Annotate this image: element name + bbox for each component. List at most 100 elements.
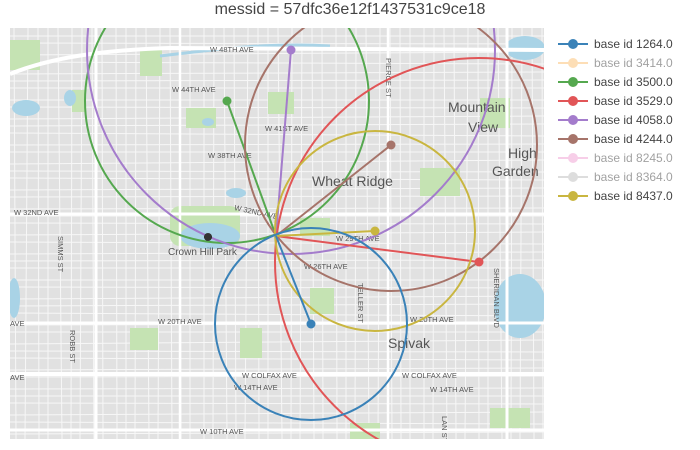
label-garden: Garden: [492, 163, 539, 179]
legend-swatch-icon: [558, 152, 588, 164]
street-line: [389, 28, 393, 439]
street-line: [541, 28, 544, 439]
street-line: [145, 28, 150, 439]
lake: [226, 188, 246, 198]
legend-label: base id 8437.0: [594, 188, 673, 203]
label-w20th-a: W 20TH AVE: [158, 317, 202, 326]
street-line: [10, 387, 544, 390]
park-area: [130, 328, 158, 350]
range-overlays: [84, 28, 544, 439]
legend-dot: [568, 190, 578, 201]
street-line: [101, 28, 104, 439]
street-line: [10, 42, 544, 45]
legend-item[interactable]: base id 4244.0: [558, 129, 698, 148]
legend-swatch-icon: [558, 38, 588, 50]
label-w14th-b: W 14TH AVE: [430, 385, 474, 394]
legend-dot: [568, 57, 578, 68]
marker-3529[interactable]: [474, 257, 484, 267]
label-w14th-a: W 14TH AVE: [234, 383, 278, 392]
marker-3500[interactable]: [222, 96, 232, 106]
place-labels: Wheat Ridge Mountain View High Garden Cr…: [168, 99, 539, 351]
ray-3500: [226, 100, 277, 237]
range-circle-1264: [214, 227, 408, 421]
ray-4244: [275, 144, 392, 237]
legend-item[interactable]: base id 3500.0: [558, 72, 698, 91]
ray-8437: [275, 230, 376, 237]
range-circle-8437: [274, 130, 476, 332]
legend-item[interactable]: base id 1264.0: [558, 34, 698, 53]
street-line: [10, 402, 544, 405]
label-mountain: Mountain: [448, 99, 506, 115]
street-line: [519, 28, 523, 439]
legend-dot: [568, 152, 578, 163]
legend-label: base id 3414.0: [594, 55, 673, 70]
road-w48th: [10, 45, 544, 76]
map-svg[interactable]: W 48TH AVE W 44TH AVE W 41ST AVE W 38TH …: [10, 28, 544, 439]
label-lan: LAN ST: [440, 416, 449, 439]
legend-dot: [568, 171, 578, 182]
range-circle-4244: [244, 28, 538, 292]
legend-label: base id 1264.0: [594, 36, 673, 51]
label-teller: TELLER ST: [356, 283, 365, 323]
legend-item[interactable]: base id 8364.0: [558, 167, 698, 186]
street-line: [477, 28, 480, 439]
street-line: [354, 28, 357, 439]
street-line: [157, 28, 161, 439]
legend-label: base id 8364.0: [594, 169, 673, 184]
legend-dot: [568, 95, 578, 106]
legend-item[interactable]: base id 3414.0: [558, 53, 698, 72]
lake: [64, 90, 76, 106]
label-high: High: [508, 145, 537, 161]
street-line: [365, 28, 370, 439]
legend-item[interactable]: base id 8245.0: [558, 148, 698, 167]
label-wheat-ridge: Wheat Ridge: [312, 173, 393, 189]
street-line: [464, 28, 469, 439]
street-line: [10, 71, 544, 75]
legend-dot: [568, 114, 578, 125]
legend-swatch-icon: [558, 57, 588, 69]
street-line: [57, 28, 63, 439]
street-line: [531, 28, 535, 439]
range-circle-3529: [274, 57, 544, 439]
label-w10th: W 10TH AVE: [200, 427, 244, 436]
label-w20th-b: W 20TH AVE: [410, 315, 454, 324]
legend-label: base id 3529.0: [594, 93, 673, 108]
street-line: [10, 375, 544, 378]
lake: [202, 118, 214, 126]
ray-3529: [275, 235, 480, 263]
legend: base id 1264.0 base id 3414.0 base id 3500…: [558, 34, 698, 205]
ray-1264: [275, 235, 312, 325]
street-line: [443, 28, 448, 439]
marker-8437[interactable]: [370, 226, 380, 236]
legend-swatch-icon: [558, 76, 588, 88]
label-colfax-a: W COLFAX AVE: [242, 371, 297, 380]
street-line: [10, 123, 544, 127]
marker-4058[interactable]: [286, 45, 296, 55]
legend-item[interactable]: base id 4058.0: [558, 110, 698, 129]
street-line: [432, 28, 435, 439]
street-line: [10, 357, 544, 361]
park-area: [268, 92, 294, 114]
range-circle-4058: [86, 28, 496, 255]
marker-1264[interactable]: [306, 319, 316, 329]
lake: [12, 100, 40, 116]
label-simms: SIMMS ST: [56, 236, 65, 273]
legend-swatch-icon: [558, 171, 588, 183]
label-pierce: PIERCE ST: [384, 58, 393, 98]
park-area: [300, 218, 330, 236]
street-line: [510, 28, 513, 439]
street-line: [24, 28, 29, 439]
street-line: [115, 28, 118, 439]
legend-swatch-icon: [558, 133, 588, 145]
legend-dot: [568, 38, 578, 49]
label-colfax-b: W COLFAX AVE: [402, 371, 457, 380]
map-area[interactable]: W 48TH AVE W 44TH AVE W 41ST AVE W 38TH …: [10, 28, 544, 439]
legend-item[interactable]: base id 3529.0: [558, 91, 698, 110]
marker-4244[interactable]: [386, 140, 396, 150]
street-line: [134, 28, 137, 439]
label-w26th: W 26TH AVE: [304, 262, 348, 271]
park-area: [490, 408, 530, 428]
legend-item[interactable]: base id 8437.0: [558, 186, 698, 205]
street-line: [244, 28, 249, 439]
street-line: [10, 421, 544, 425]
